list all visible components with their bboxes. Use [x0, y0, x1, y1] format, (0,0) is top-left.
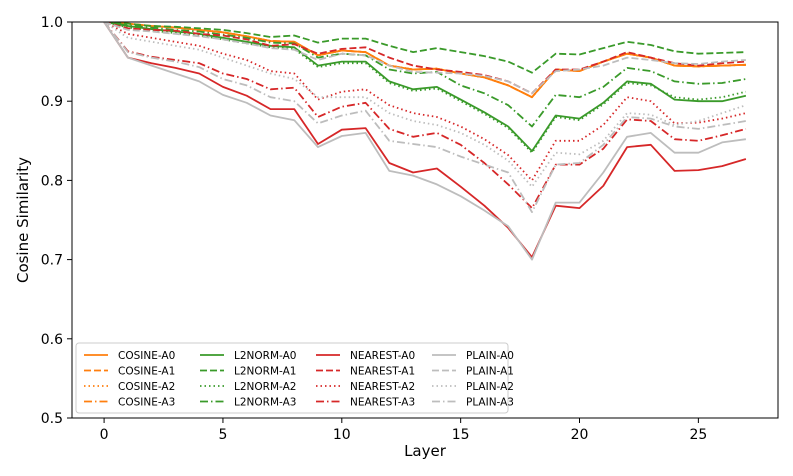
- legend-label: L2NORM-A0: [234, 350, 296, 362]
- legend-box: [75, 342, 509, 414]
- plot-frame: [71, 21, 779, 419]
- series-line-nearest-a0: [103, 22, 747, 259]
- legend-label: L2NORM-A1: [234, 366, 296, 378]
- y-axis-label: Cosine Similarity: [14, 157, 32, 283]
- legend-label: PLAIN-A2: [466, 381, 514, 393]
- legend-label: COSINE-A0: [118, 350, 175, 362]
- series-line-l2norm-a1: [104, 22, 746, 74]
- x-axis-label: Layer: [404, 442, 447, 460]
- x-tick-label: 5: [218, 427, 227, 443]
- legend-label: COSINE-A1: [118, 366, 175, 378]
- legend-label: L2NORM-A3: [234, 397, 296, 409]
- y-tick-label: 0.9: [41, 94, 63, 110]
- series-line-l2norm-a2: [103, 22, 747, 154]
- series-line-plain-a3: [103, 22, 747, 214]
- series-line-plain-a0: [103, 22, 747, 261]
- x-tick-label: 25: [689, 427, 707, 443]
- series-line-nearest-a1: [103, 22, 746, 95]
- x-tick-label: 10: [333, 427, 351, 443]
- legend-label: PLAIN-A0: [466, 350, 514, 362]
- series-line-nearest-a3: [103, 22, 747, 210]
- series-line-l2norm-a3: [103, 22, 747, 128]
- x-tick-label: 15: [452, 427, 470, 443]
- legend: COSINE-A0 COSINE-A1 COSINE-A2 COSINE-A3 L2NO…: [75, 342, 514, 414]
- series-lines: [103, 22, 747, 261]
- series-line-nearest-a2: [103, 22, 747, 182]
- legend-label: NEAREST-A1: [350, 366, 415, 378]
- legend-label: L2NORM-A2: [234, 381, 296, 393]
- legend-label: COSINE-A2: [118, 381, 175, 393]
- legend-label: PLAIN-A1: [466, 366, 514, 378]
- y-tick-label: 0.7: [41, 253, 63, 269]
- y-tick-label: 0.5: [41, 411, 63, 427]
- legend-label: NEAREST-A2: [350, 381, 415, 393]
- legend-label: NEAREST-A0: [350, 350, 415, 362]
- y-tick-label: 0.8: [41, 173, 63, 189]
- legend-label: PLAIN-A3: [466, 397, 514, 409]
- y-tick-label: 0.6: [41, 332, 63, 348]
- x-tick-label: 20: [571, 427, 589, 443]
- legend-label: NEAREST-A3: [350, 397, 415, 409]
- y-tick-label: 1.0: [41, 15, 63, 31]
- series-line-plain-a2: [103, 22, 747, 188]
- series-line-l2norm-a0: [103, 22, 747, 153]
- axis-ticks: 0 5 10 15 20 25 0.5 0.6 0.7 0.8 0.9 1.0: [41, 15, 708, 443]
- legend-label: COSINE-A3: [118, 397, 175, 409]
- x-tick-label: 0: [100, 427, 109, 443]
